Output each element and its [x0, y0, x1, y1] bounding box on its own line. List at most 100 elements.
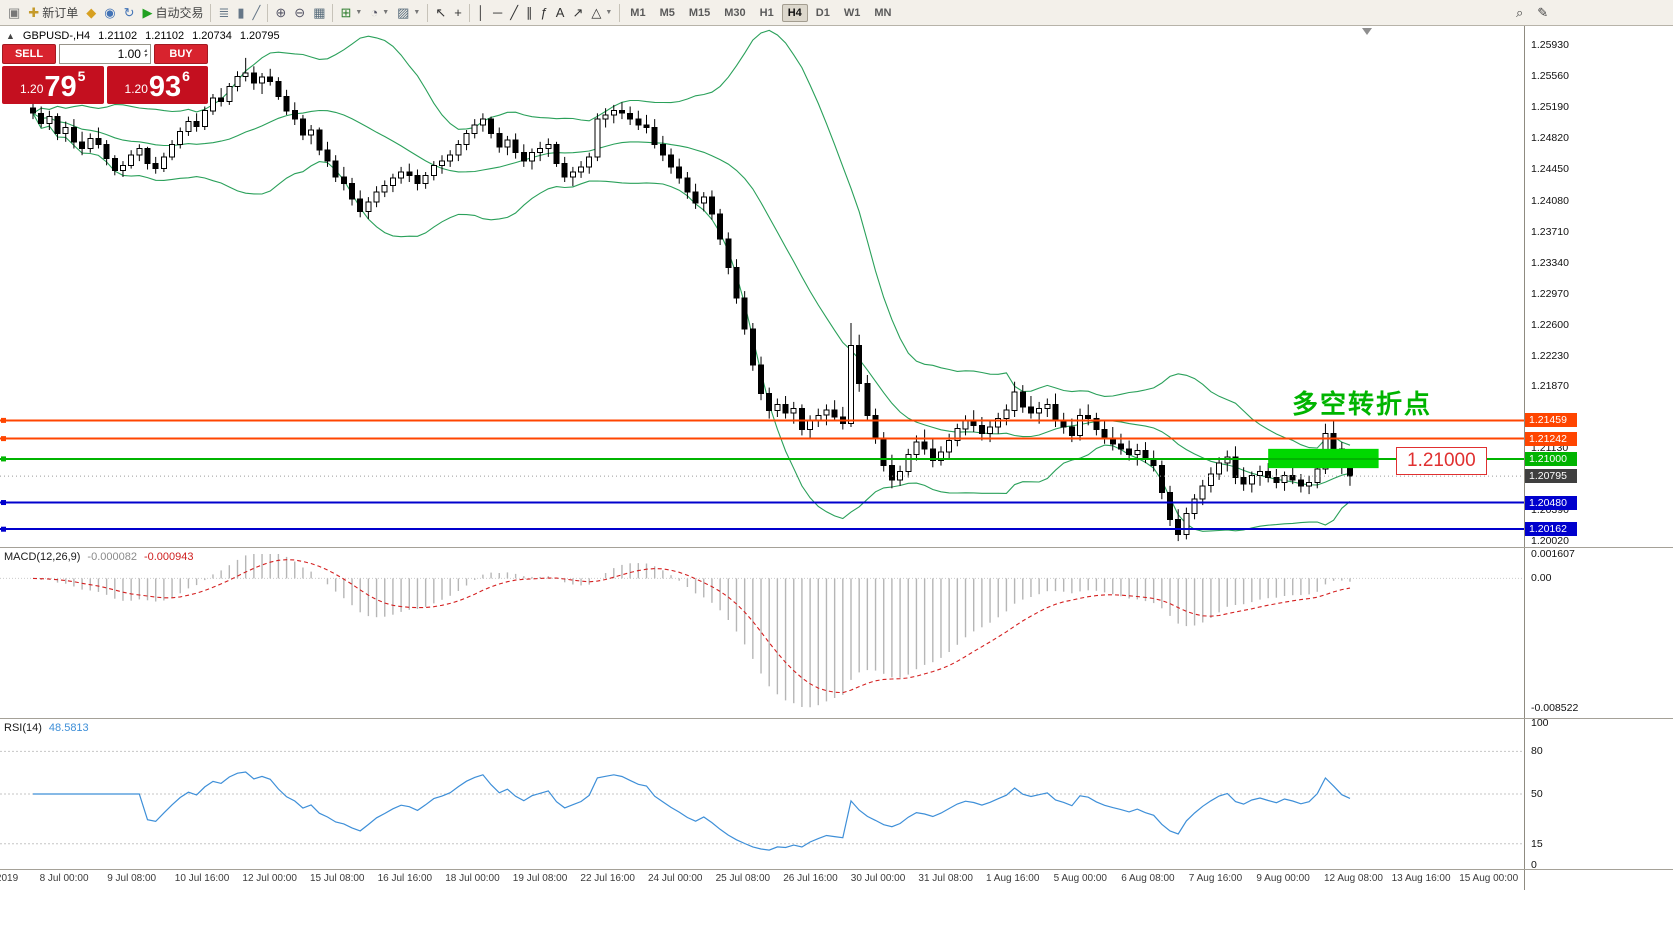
time-axis-label: 19 Jul 08:00	[512, 873, 568, 884]
price-axis[interactable]: 1.25930 1.25560 1.25190 1.24820 1.24450 1.240…	[1524, 26, 1673, 890]
indicators-icon-glyph: ⊞	[340, 5, 352, 20]
macd-panel: MACD(12,26,9) -0.000082 -0.000943	[0, 548, 1524, 718]
line-chart-type-icon-glyph: ╱	[252, 5, 261, 20]
shapes-icon[interactable]: △ ▼	[587, 2, 616, 23]
macd-axis-label: 0.001607	[1531, 548, 1575, 560]
new-order-glyph: ✚	[28, 5, 40, 20]
macd-canvas[interactable]	[0, 548, 1524, 718]
sell-button[interactable]: SELL	[2, 44, 56, 64]
market-watch-icon[interactable]: ◆	[82, 2, 100, 23]
time-axis-label: 15 Aug 00:00	[1459, 873, 1519, 884]
new-order-button[interactable]: ✚ 新订单	[24, 2, 82, 23]
collapse-panel-icon[interactable]: ▲	[6, 31, 15, 41]
buy-price-box[interactable]: 1.20 93 6	[106, 66, 208, 104]
search-icon[interactable]: ⌕	[1512, 2, 1527, 23]
zoom-in-icon[interactable]: ⊕	[271, 2, 290, 23]
arrows-icon-glyph: ↗	[572, 5, 584, 20]
candlestick-type-icon[interactable]: ▮	[233, 2, 248, 23]
chart-shift-marker[interactable]	[1362, 28, 1372, 35]
crosshair-icon[interactable]: +	[450, 2, 466, 23]
price-axis-tick: 1.23710	[1531, 225, 1569, 238]
tile-windows-icon[interactable]: ▦	[309, 2, 329, 23]
time-axis-label: 26 Jul 16:00	[783, 873, 838, 884]
vertical-line-icon-glyph: │	[476, 5, 485, 20]
arrows-icon[interactable]: ↗	[568, 2, 587, 23]
toolbar-right-group: ⌕ ✎	[1512, 2, 1552, 23]
chart-window-icon[interactable]: ▣	[4, 2, 24, 23]
edit-icon: ✎	[1537, 5, 1549, 20]
bar-chart-type-icon-glyph: ≣	[218, 5, 230, 20]
chart-window-icon-glyph: ▣	[8, 5, 21, 20]
volume-input[interactable]: 1.00 ▴ ▾	[59, 44, 151, 64]
timeframe-w1[interactable]: W1	[843, 6, 861, 19]
timeframe-m1[interactable]: M1	[630, 6, 646, 19]
rsi-indicator-label: RSI(14) 48.5813	[4, 722, 89, 734]
fibonacci-icon[interactable]: ƒ	[537, 2, 552, 23]
turning-point-annotation: 多空转折点	[1292, 389, 1433, 419]
community-icon[interactable]: ◉	[100, 2, 119, 23]
timeframe-mn[interactable]: MN	[874, 6, 892, 19]
price-axis-tick: 1.22230	[1531, 349, 1569, 362]
line-chart-type-icon[interactable]: ╱	[249, 2, 265, 23]
time-axis-label: 12 Jul 00:00	[242, 873, 297, 884]
zoom-out-icon[interactable]: ⊖	[290, 2, 309, 23]
price-callout-label: 1.21000	[1396, 447, 1487, 475]
toolbar-separator	[267, 3, 269, 22]
time-axis-label: 10 Jul 16:00	[174, 873, 230, 884]
indicators-icon[interactable]: ⊞ ▼	[336, 2, 366, 23]
volume-down-icon[interactable]: ▾	[143, 53, 147, 59]
buy-pips: 93	[148, 71, 182, 103]
time-axis-label: 15 Jul 08:00	[310, 873, 365, 884]
time-axis-label: 31 Jul 08:00	[918, 873, 973, 884]
buy-button[interactable]: BUY	[154, 44, 208, 64]
text-icon[interactable]: A	[552, 2, 569, 23]
volume-spinner[interactable]: ▴ ▾	[143, 48, 147, 59]
dropdown-arrow-icon: ▼	[355, 9, 363, 16]
rsi-canvas[interactable]	[0, 719, 1524, 869]
price-axis-tick: 1.24450	[1531, 163, 1569, 176]
time-axis-label: 13 Aug 16:00	[1391, 873, 1451, 884]
cursor-icon-glyph: ↖	[435, 5, 447, 20]
timeframe-m5[interactable]: M5	[659, 6, 675, 19]
symbol-period-label: GBPUSD-,H4	[22, 30, 91, 42]
refresh-icon[interactable]: ↻	[120, 2, 139, 23]
bar-chart-type-icon[interactable]: ≣	[214, 2, 233, 23]
autotrading-glyph: ▶	[142, 5, 153, 20]
price-axis-tick: 1.20020	[1531, 535, 1569, 548]
panel-resize-divider-rsi[interactable]	[0, 718, 1673, 719]
new-order-button-label: 新订单	[42, 6, 79, 20]
autotrading-button[interactable]: ▶ 自动交易	[138, 2, 207, 23]
trendline-icon-glyph: ╱	[510, 5, 519, 20]
equidistant-channel-icon[interactable]: ∥	[522, 2, 537, 23]
cursor-icon[interactable]: ↖	[431, 2, 450, 23]
search-icon: ⌕	[1516, 5, 1524, 20]
time-axis-label: 16 Jul 16:00	[377, 873, 433, 884]
timeframe-h1[interactable]: H1	[759, 6, 774, 19]
toolbar-separator	[427, 3, 429, 22]
edit-icon[interactable]: ✎	[1533, 2, 1552, 23]
templates-icon[interactable]: ▨ ▼	[393, 2, 424, 23]
time-axis-label: 30 Jul 00:00	[850, 873, 906, 884]
toolbar-button-group: ▣ ✚ 新订单 ◆ ◉ ↻ ▶ 自动交易 ≣ ▮ ╱ ⊕ ⊖ ▦ ⊞ ▼ ◔ ▼ ▨ ▼ ↖ + │ ─ ╱ ∥ ƒ A ↗ △ ▼	[4, 2, 623, 23]
timeframe-m15[interactable]: M15	[688, 6, 711, 19]
timeframe-d1[interactable]: D1	[815, 6, 830, 19]
dropdown-arrow-icon: ▼	[413, 9, 421, 16]
trendline-icon[interactable]: ╱	[506, 2, 522, 23]
buy-pipette: 6	[182, 68, 190, 84]
timeframe-h4[interactable]: H4	[781, 3, 808, 22]
horizontal-line-icon[interactable]: ─	[489, 2, 506, 23]
toolbar-separator	[332, 3, 334, 22]
volume-up-icon[interactable]: ▴	[143, 48, 147, 54]
time-axis-label: 25 Jul 08:00	[715, 873, 771, 884]
time-axis[interactable]: 5 Jul 2019 8 Jul 00:00 9 Jul 08:00 10 Jul 1…	[0, 870, 1524, 890]
timeframe-m30[interactable]: M30	[724, 6, 746, 19]
panel-resize-divider-time[interactable]	[0, 869, 1673, 870]
sell-price-box[interactable]: 1.20 79 5	[2, 66, 104, 104]
periods-icon[interactable]: ◔ ▼	[366, 2, 393, 23]
time-axis-label: 9 Aug 00:00	[1256, 873, 1310, 884]
price-chart-canvas[interactable]	[0, 26, 1524, 547]
vertical-line-icon[interactable]: │	[473, 2, 489, 23]
panel-resize-divider-macd[interactable]	[0, 547, 1673, 548]
time-axis-label: 6 Aug 08:00	[1121, 873, 1175, 884]
price-axis-tick: 1.24080	[1531, 194, 1569, 207]
